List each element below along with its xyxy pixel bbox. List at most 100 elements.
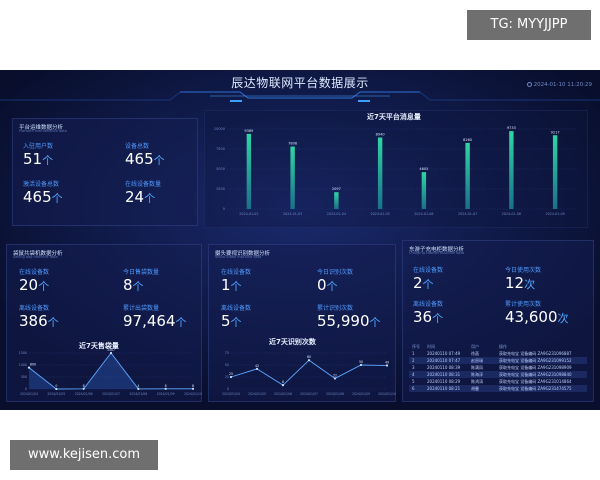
stat-total-devices: 设备总数 465个 — [125, 141, 165, 168]
stat-unit: 个 — [326, 280, 338, 293]
y-tick-label: 75 — [225, 351, 229, 355]
data-point — [137, 387, 140, 391]
panel-subtitle: Visual video machine data — [215, 255, 262, 259]
x-tick-label: 2024/01/09 — [352, 392, 370, 396]
stat-value: 0 — [317, 276, 327, 294]
header-datetime: 2024-01-10 11:20:29 — [526, 82, 592, 88]
data-point — [333, 377, 337, 380]
message-bar-chart: 0 2500 5000 7500 10000 9389 2024-01-02 7808 2024… — [214, 126, 577, 216]
cell-index: 1 — [412, 351, 415, 356]
data-label: 22 — [333, 373, 337, 377]
panel-platform-maintenance: 平台运维数据分析 Platform maintenance data 入驻用户数… — [12, 118, 198, 226]
panel-subtitle: Selling bag machine data — [13, 255, 58, 259]
header-action: 操作 — [499, 344, 507, 349]
stat-label: 入驻用户数 — [23, 143, 54, 150]
stat-label: 离线设备数 — [19, 305, 50, 312]
table-row: 1 20240110 07:49 徐菡 获取充电宝 设备编码 ZA9G23109688… — [409, 350, 587, 357]
watermark-bottom: www.kejisen.com — [10, 440, 158, 470]
stat-value: 51 — [23, 150, 43, 168]
data-point — [191, 387, 195, 390]
bar — [465, 142, 470, 209]
data-label: 25 — [229, 372, 233, 376]
stat-value-wrap: 55,990个 — [317, 312, 381, 330]
cell-action: 获取充电宝 设备编码 ZA9G231098840 — [499, 372, 572, 377]
bar-value-label: 9733 — [507, 126, 516, 130]
data-label: 8 — [192, 384, 194, 388]
stat-value-wrap: 12次 — [505, 274, 541, 292]
stat-label: 离线设备数 — [221, 305, 252, 312]
x-tick-label: 2024/01/10 — [184, 392, 202, 396]
y-tick-label: 0 — [223, 207, 225, 211]
data-point — [55, 387, 58, 391]
stat-value: 55,990 — [317, 312, 370, 330]
cell-user: 徐菡 — [471, 351, 479, 356]
x-tick-label: 2024/01/04 — [20, 392, 38, 396]
bar — [334, 192, 339, 209]
dashboard-title: 辰达物联网平台数据展示 — [231, 76, 369, 90]
data-label: 50 — [359, 360, 363, 364]
stat-online-devices: 在线设备数 20个 — [19, 267, 49, 294]
stat-value-wrap: 8个 — [123, 276, 159, 294]
cell-index: 4 — [412, 372, 415, 377]
cell-user: 陈鸿涛 — [471, 379, 483, 384]
stat-value-wrap: 0个 — [317, 276, 353, 294]
x-tick-label: 2024/01/10 — [378, 392, 396, 396]
panel-title: 东游子充电柜数据分析 — [409, 247, 465, 253]
x-tick-label: 2024/01/08 — [326, 392, 344, 396]
watermark-top: TG: MYYJJPP — [467, 10, 591, 40]
bar-value-label: 9389 — [244, 129, 253, 133]
stat-value-wrap: 51个 — [23, 150, 53, 168]
x-tick-label: 2024-01-06 — [414, 212, 433, 216]
panel-subtitle: Charging cabinet machine data — [409, 251, 465, 255]
recognition-line-chart: 0 25 50 75 25 2024/01/04 42 2024/01/05 8 2024/01/… — [222, 351, 396, 396]
stat-value: 465 — [23, 188, 52, 206]
cell-user: 陈满凤 — [471, 365, 483, 370]
data-point — [307, 359, 311, 362]
panel-message-chart: 近7天平台消息量 0 2500 5000 7500 10000 9389 2024-01-0… — [204, 110, 588, 228]
stat-unit: 次 — [524, 278, 536, 291]
x-tick-label: 2024/01/04 — [222, 392, 240, 396]
data-label: 8 — [282, 380, 284, 384]
stat-label: 在线设备数量 — [125, 181, 162, 188]
bar — [246, 133, 252, 209]
stat-value-wrap: 24个 — [125, 188, 161, 206]
cell-time: 20240110 08:21 — [427, 386, 461, 391]
stat-value: 2 — [413, 274, 423, 292]
data-point — [281, 384, 285, 387]
data-label: 890 — [30, 363, 36, 367]
stat-value-wrap: 465个 — [125, 150, 165, 168]
bar-value-label: 2097 — [332, 187, 341, 191]
stat-today-bags: 今日售袋数量 8个 — [123, 267, 159, 294]
x-tick-label: 2024-01-05 — [371, 212, 390, 216]
cell-index: 3 — [412, 365, 415, 370]
stat-value-wrap: 2个 — [413, 274, 443, 292]
stat-value-wrap: 386个 — [19, 312, 59, 330]
dashboard: 辰达物联网平台数据展示 2024-01-10 11:20:29 平台运维数据分析… — [0, 70, 600, 410]
data-label: 4 — [137, 384, 139, 388]
cell-action: 获取充电宝 设备编码 ZA9G231474575 — [499, 386, 572, 391]
stat-value: 36 — [413, 308, 433, 326]
stat-total-recognitions: 累计识别次数 55,990个 — [317, 303, 381, 330]
data-label: 49 — [385, 360, 389, 364]
table-row: 2 20240110 07:47 赵昌瑞 获取充电宝 设备编码 ZA9G2310991… — [409, 357, 587, 364]
stat-value-wrap: 97,464个 — [123, 312, 187, 330]
stat-total-bags: 累计出袋数量 97,464个 — [123, 303, 187, 330]
stat-label: 今日识别次数 — [317, 269, 354, 276]
stat-label: 离线设备数 — [413, 301, 444, 308]
area-fill — [29, 353, 193, 389]
bar-value-label: 9217 — [551, 130, 560, 134]
data-label: 1507 — [107, 348, 115, 352]
table-row: 4 20240110 08:31 陈海淳 获取充电宝 设备编码 ZA9G2310988… — [409, 371, 587, 378]
stat-unit: 个 — [132, 280, 144, 293]
stat-value-wrap: 5个 — [221, 312, 251, 330]
y-tick-label: 2500 — [216, 187, 225, 191]
stat-value-wrap: 20个 — [19, 276, 49, 294]
data-point — [255, 367, 259, 370]
stat-label: 激活设备总数 — [23, 181, 60, 188]
table-body: 1 20240110 07:49 徐菡 获取充电宝 设备编码 ZA9G23109688… — [409, 350, 587, 392]
datetime-text: 2024-01-10 11:20:29 — [533, 82, 592, 88]
stat-total-usage: 累计使用次数 43,600次 — [505, 299, 569, 326]
usage-table: 序号 时间 用户 操作 1 20240110 07:49 徐菡 获取充电宝 设备编码 … — [409, 343, 587, 392]
stat-unit: 个 — [51, 192, 63, 205]
data-point — [27, 366, 31, 369]
